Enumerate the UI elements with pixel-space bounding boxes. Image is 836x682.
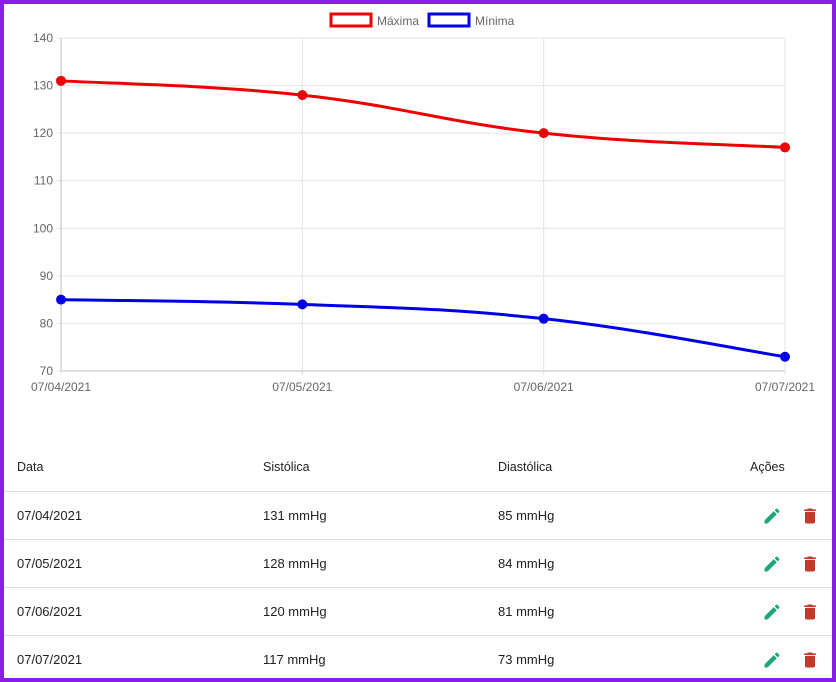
table-body: 07/04/2021 131 mmHg 85 mmHg 07/05/2021 1… xyxy=(4,492,832,678)
edit-button[interactable] xyxy=(762,554,782,574)
data-point[interactable] xyxy=(538,313,549,324)
cell-systolic: 117 mmHg xyxy=(263,652,326,667)
chart-points xyxy=(56,75,790,362)
delete-button[interactable] xyxy=(800,602,820,622)
cell-date: 07/07/2021 xyxy=(17,652,83,667)
legend-swatch-1[interactable] xyxy=(427,12,471,28)
pencil-icon xyxy=(764,555,780,571)
y-axis: 70 80 90 100 110 120 130 140 xyxy=(33,31,62,378)
header-date: Data xyxy=(17,460,44,474)
cell-date: 07/06/2021 xyxy=(17,604,83,619)
cell-diastolic: 81 mmHg xyxy=(498,604,555,619)
cell-systolic: 131 mmHg xyxy=(263,508,327,523)
y-tick-label: 130 xyxy=(33,79,53,93)
pencil-icon xyxy=(764,507,780,523)
cell-systolic: 120 mmHg xyxy=(263,604,327,619)
legend-label-1[interactable]: Mínima xyxy=(475,14,515,28)
legend-swatch-0[interactable] xyxy=(329,12,373,28)
header-systolic: Sistólica xyxy=(263,460,310,474)
y-tick-label: 70 xyxy=(40,364,54,378)
y-tick-label: 100 xyxy=(33,221,53,235)
edit-button[interactable] xyxy=(762,650,782,670)
y-tick-label: 140 xyxy=(33,31,53,45)
trash-icon xyxy=(804,604,816,619)
x-tick-label: 07/04/2021 xyxy=(31,380,91,394)
row-actions xyxy=(762,492,820,539)
pencil-icon xyxy=(764,651,780,667)
data-point[interactable] xyxy=(297,299,308,310)
data-point[interactable] xyxy=(538,128,549,139)
table-row: 07/05/2021 128 mmHg 84 mmHg xyxy=(4,540,832,588)
x-axis: 07/04/2021 07/05/2021 07/06/2021 07/07/2021 xyxy=(31,370,815,394)
y-tick-label: 120 xyxy=(33,126,53,140)
cell-diastolic: 84 mmHg xyxy=(498,556,555,571)
chart-legend: Máxima Mínima xyxy=(329,12,515,28)
chart-lines xyxy=(60,79,786,359)
header-actions: Ações xyxy=(750,460,785,474)
header-diastolic: Diastólica xyxy=(498,460,553,474)
cell-diastolic: 73 mmHg xyxy=(498,652,555,667)
x-tick-label: 07/06/2021 xyxy=(514,380,574,394)
trash-icon xyxy=(804,652,816,667)
x-tick-label: 07/07/2021 xyxy=(755,380,815,394)
trash-icon xyxy=(804,556,816,571)
series-line-0 xyxy=(60,79,786,149)
delete-button[interactable] xyxy=(800,506,820,526)
y-tick-label: 80 xyxy=(40,316,54,330)
row-actions xyxy=(762,588,820,635)
table-row: 07/07/2021 117 mmHg 73 mmHg xyxy=(4,636,832,678)
delete-button[interactable] xyxy=(800,650,820,670)
chart-svg: Máxima Mínima 70 80 90 100 110 120 130 140 07/04… xyxy=(31,12,815,394)
data-point[interactable] xyxy=(56,75,66,86)
chart-grid xyxy=(57,37,786,375)
data-point[interactable] xyxy=(56,294,66,305)
cell-diastolic: 85 mmHg xyxy=(498,508,555,523)
cell-date: 07/05/2021 xyxy=(17,556,83,571)
cell-systolic: 128 mmHg xyxy=(263,556,327,571)
y-tick-label: 110 xyxy=(34,174,53,188)
y-tick-label: 90 xyxy=(40,269,54,283)
trash-icon xyxy=(804,508,816,523)
data-point[interactable] xyxy=(780,351,790,362)
edit-button[interactable] xyxy=(762,602,782,622)
data-point[interactable] xyxy=(297,90,308,101)
series-line-1 xyxy=(60,298,786,359)
pencil-icon xyxy=(764,603,780,619)
table-row: 07/04/2021 131 mmHg 85 mmHg xyxy=(4,492,832,540)
table-header: Data Sistólica Diastólica Ações xyxy=(4,443,832,492)
legend-label-0[interactable]: Máxima xyxy=(377,14,419,28)
x-tick-label: 07/05/2021 xyxy=(272,380,332,394)
table-row: 07/06/2021 120 mmHg 81 mmHg xyxy=(4,588,832,636)
row-actions xyxy=(762,636,820,678)
row-actions xyxy=(762,540,820,587)
data-point[interactable] xyxy=(780,142,790,153)
blood-pressure-chart: Máxima Mínima 70 80 90 100 110 120 130 140 07/04… xyxy=(4,4,832,424)
edit-button[interactable] xyxy=(762,506,782,526)
readings-table: Data Sistólica Diastólica Ações 07/04/20… xyxy=(4,443,832,678)
delete-button[interactable] xyxy=(800,554,820,574)
cell-date: 07/04/2021 xyxy=(17,508,83,523)
